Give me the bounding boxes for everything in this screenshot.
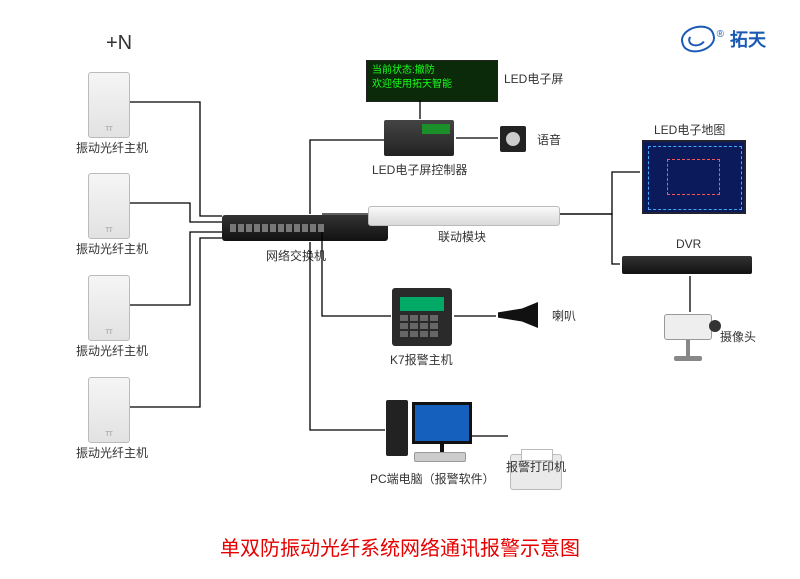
pc-alarm-software	[386, 400, 472, 456]
dvr-device	[622, 256, 752, 274]
led-screen: 当前状态:撤防 欢迎使用拓天智能	[366, 60, 498, 102]
linkage-module	[368, 206, 560, 226]
voice-label: 语音	[537, 131, 561, 148]
brand-name: 拓天	[730, 26, 766, 52]
led-controller	[384, 120, 454, 156]
switch-label: 网络交换机	[266, 247, 326, 264]
plus-n-label: +N	[106, 32, 132, 55]
printer-label: 报警打印机	[506, 458, 566, 475]
fiber-host-1-label: 振动光纤主机	[76, 139, 148, 156]
led-map-label: LED电子地图	[654, 121, 725, 138]
k7-alarm-host	[392, 288, 452, 346]
voice-speaker	[500, 126, 526, 152]
fiber-host-2-label: 振动光纤主机	[76, 240, 148, 257]
fiber-host-4: TT	[88, 377, 130, 443]
linkage-label: 联动模块	[438, 228, 486, 245]
pc-label: PC端电脑（报警软件）	[370, 470, 495, 487]
brand-logo-block: ® 拓天	[681, 26, 766, 52]
registered-mark: ®	[717, 29, 724, 40]
led-screen-label: LED电子屏	[504, 70, 563, 87]
dvr-label: DVR	[676, 237, 701, 251]
led-controller-label: LED电子屏控制器	[372, 161, 467, 178]
diagram-title: 单双防振动光纤系统网络通讯报警示意图	[0, 532, 800, 561]
brand-swirl-icon	[678, 22, 718, 56]
fiber-host-3-label: 振动光纤主机	[76, 342, 148, 359]
led-electronic-map	[642, 140, 746, 214]
led-line1: 当前状态:撤防	[372, 64, 492, 78]
fiber-host-2: TT	[88, 173, 130, 239]
fiber-host-3: TT	[88, 275, 130, 341]
camera-device	[664, 314, 712, 361]
horn-label: 喇叭	[552, 307, 576, 324]
k7-label: K7报警主机	[390, 351, 453, 368]
fiber-host-1: TT	[88, 72, 130, 138]
led-line2: 欢迎使用拓天智能	[372, 78, 492, 92]
network-switch	[222, 215, 388, 241]
horn-speaker	[498, 302, 538, 328]
camera-label: 摄像头	[720, 328, 756, 345]
fiber-host-4-label: 振动光纤主机	[76, 444, 148, 461]
